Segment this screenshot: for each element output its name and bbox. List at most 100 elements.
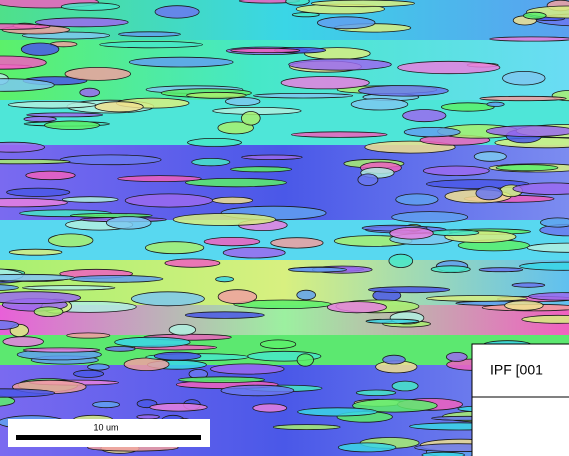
grain [487, 102, 504, 106]
grain [496, 165, 558, 171]
grain [154, 352, 201, 360]
grain [192, 158, 230, 165]
grain [231, 48, 300, 52]
grain [490, 37, 569, 41]
grain [260, 340, 295, 349]
grain [173, 214, 275, 226]
grain [69, 276, 163, 283]
grain [7, 188, 70, 196]
grain [100, 41, 203, 47]
grain [187, 92, 247, 98]
grain [118, 176, 201, 182]
grain [48, 234, 93, 247]
grain [297, 290, 316, 300]
grain [486, 126, 569, 137]
grain [155, 6, 199, 18]
grain [423, 166, 489, 176]
grain [95, 102, 143, 112]
scale-bar-label: 10 um [93, 422, 118, 432]
grain [430, 230, 479, 236]
grain [0, 274, 74, 281]
grain [93, 402, 120, 408]
grain [512, 283, 545, 287]
grain [231, 167, 292, 172]
scale-bar [16, 435, 201, 440]
grain [188, 138, 242, 146]
grain [396, 194, 438, 205]
grain [67, 333, 110, 338]
grain [480, 96, 566, 100]
grain [0, 292, 81, 304]
grain [523, 12, 546, 19]
grain [34, 307, 63, 317]
grain [145, 242, 203, 254]
grain [479, 268, 523, 272]
grain [446, 352, 467, 361]
grain [292, 132, 388, 138]
grain [165, 259, 220, 267]
grain [65, 67, 131, 80]
grain [392, 212, 468, 223]
grain [338, 443, 396, 452]
grain [35, 18, 128, 27]
grain [297, 354, 313, 366]
grain [390, 228, 434, 240]
grain [242, 155, 303, 160]
grain [179, 377, 265, 383]
grain [476, 187, 502, 200]
grain [26, 171, 75, 180]
grain [389, 254, 413, 267]
grain [289, 267, 347, 272]
grain [223, 247, 285, 258]
grain [21, 43, 59, 55]
grain [286, 0, 310, 5]
scale-bar-box: 10 um [8, 419, 210, 447]
grain [131, 292, 204, 306]
grain [185, 178, 286, 186]
grain [185, 312, 264, 319]
grain [125, 194, 212, 207]
grain [74, 370, 104, 377]
grain [273, 425, 340, 430]
grain [105, 347, 135, 352]
grain [129, 57, 233, 67]
grain [383, 355, 406, 364]
grain [150, 403, 207, 411]
grain [369, 287, 450, 293]
grain [216, 277, 234, 282]
grain [60, 155, 161, 165]
grain [9, 249, 62, 255]
grain [0, 199, 67, 207]
grain [289, 59, 392, 70]
grain [426, 296, 527, 302]
grain [241, 112, 260, 126]
grain [0, 159, 70, 163]
grain [62, 197, 118, 203]
grain [204, 237, 260, 245]
grain [211, 364, 285, 374]
grain [115, 337, 190, 347]
legend-box: IPF [001 [472, 344, 569, 456]
grain [311, 0, 414, 7]
grain [88, 364, 110, 370]
grain [358, 174, 378, 186]
grain [119, 32, 181, 37]
grain [23, 348, 99, 352]
grain [22, 286, 114, 290]
grain [8, 101, 96, 108]
ipf-map: IPF [001 10 um [0, 0, 569, 456]
grain [298, 408, 378, 416]
grain [212, 197, 252, 204]
grain [351, 99, 408, 110]
grain [225, 98, 260, 106]
grain [169, 324, 196, 335]
grain [403, 110, 446, 122]
grain [505, 301, 544, 311]
grain [45, 121, 100, 130]
grain [422, 452, 465, 456]
grain [271, 238, 323, 248]
grain [281, 77, 369, 89]
grain [24, 117, 56, 122]
grain [359, 86, 449, 97]
grain [61, 3, 119, 11]
